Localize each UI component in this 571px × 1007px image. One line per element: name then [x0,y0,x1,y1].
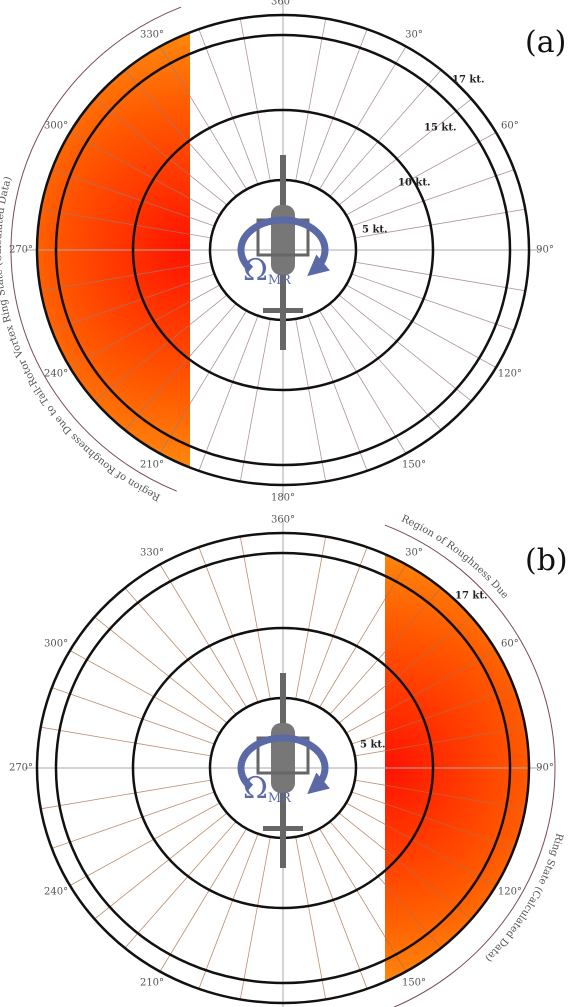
radial-line [199,547,258,702]
radial-line [52,688,215,744]
panel-label: (a) [525,25,566,60]
angle-label: 210° [140,977,164,988]
wind-diagram: 360°30°60°90°120°150°180°210°240°270°300… [9,514,568,1007]
angle-label: 150° [402,459,426,470]
angle-label: 180° [271,493,295,504]
angle-label: 360° [271,515,295,526]
radial-line [199,834,258,989]
angle-label: 270° [9,245,33,256]
angle-label: 90° [536,245,554,256]
helicopter-tail [263,826,303,831]
angle-label: 120° [498,369,522,380]
angle-label: 30° [405,548,423,559]
angle-label: 240° [44,887,68,898]
angle-label: 90° [536,763,554,774]
radial-line [296,537,326,699]
radial-line [199,29,258,184]
radial-line [125,822,236,948]
radial-line [125,588,236,714]
speed-label: 15 kt. [424,123,456,134]
angle-label: 330° [140,548,164,559]
radial-line [296,837,326,999]
radial-line [240,19,270,181]
angle-label: 270° [9,763,33,774]
angle-label: 60° [501,639,519,650]
radial-line [52,792,215,848]
helicopter-body [271,205,295,275]
speed-label: 5 kt. [362,225,387,236]
angle-label: 150° [402,977,426,988]
radial-line [352,170,515,226]
radial-line [70,651,220,734]
angle-label: 330° [140,30,164,41]
radial-line [95,617,228,723]
radial-line [240,837,270,999]
radial-line [296,19,326,181]
angle-label: 60° [501,121,519,132]
radial-line [308,29,367,184]
helicopter-body [271,723,295,793]
radial-line [296,319,326,481]
radial-line [308,316,367,471]
radial-line [339,99,472,205]
radial-line [355,262,525,291]
radial-line [70,803,220,886]
rotor-subscript: MR [268,791,292,806]
radial-line [95,813,228,919]
angle-label: 240° [44,369,68,380]
radial-line [346,133,496,216]
radial-line [352,274,515,330]
rotor-subscript: MR [268,273,292,288]
radial-line [240,319,270,481]
speed-label: 17 kt. [452,75,484,86]
diagram: 360° 30° 60° 90° 120° 150° 180° 210° 240° 270° 300… [0,0,571,1007]
radial-line [330,304,441,430]
angle-label: 360° [271,0,295,8]
speed-label: 10 kt. [398,178,430,189]
rotor-symbol: Ω [243,253,268,288]
radial-line [41,727,211,756]
angle-label: 300° [44,121,68,132]
angle-label: 300° [44,639,68,650]
radial-line [308,834,367,989]
wind-diagram: 360° 30° 60° 90° 120° 150° 180° 210° 240° 270° 300… [0,0,566,504]
angle-label: 30° [405,30,423,41]
radial-line [346,285,496,368]
radial-line [41,780,211,809]
radial-line [308,547,367,702]
radial-line [339,295,472,401]
angle-label: 210° [140,459,164,470]
angle-label: 120° [498,887,522,898]
radial-line [240,537,270,699]
panel-label: (b) [525,543,568,578]
speed-label: 17 kt. [455,591,487,602]
speed-label: 5 kt. [360,740,385,751]
rotor-symbol: Ω [243,771,268,806]
radial-line [199,316,258,471]
helicopter-tail [263,308,303,313]
